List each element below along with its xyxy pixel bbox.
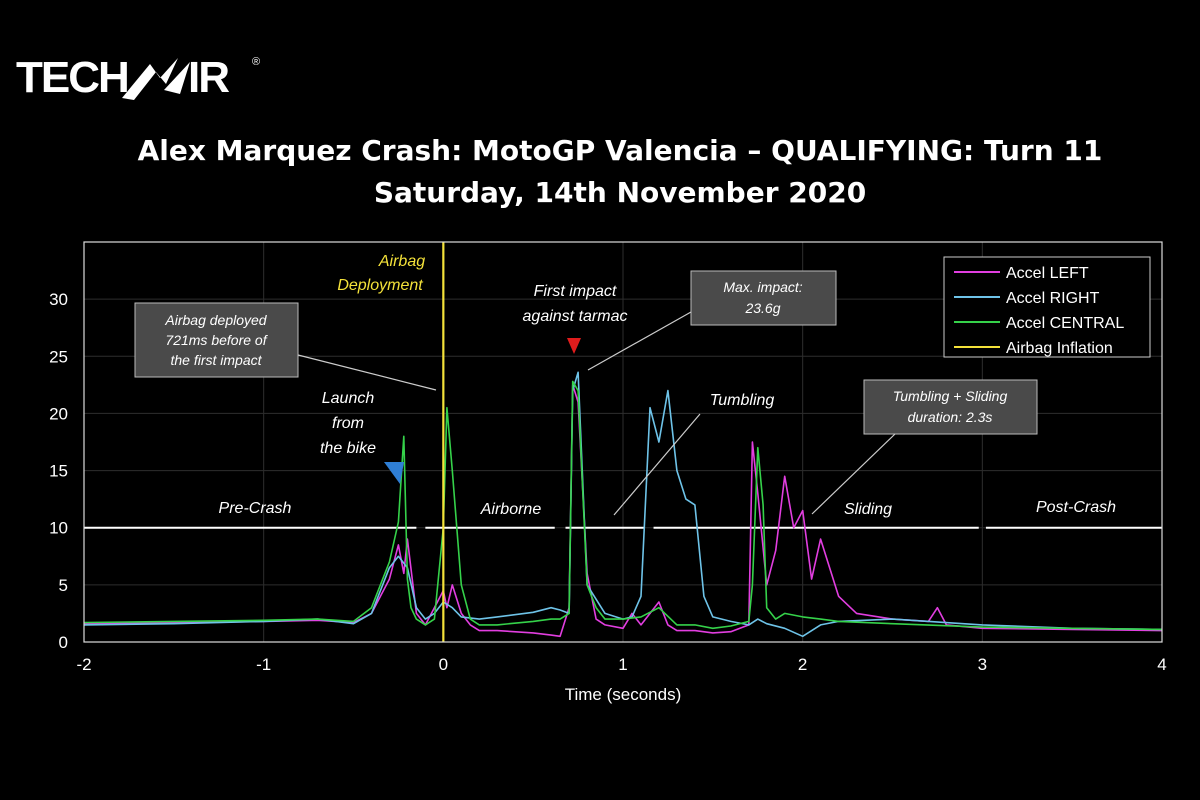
- duration-box: Tumbling + Sliding duration: 2.3s: [811, 379, 1038, 515]
- first-impact-label: First impact against tarmac: [523, 283, 628, 354]
- max-impact-pointer: [587, 311, 692, 371]
- x-tick-label-3: 1: [618, 655, 627, 674]
- airbag-label-line2: Deployment: [337, 277, 423, 294]
- legend: Accel LEFT Accel RIGHT Accel CENTRAL Airbag…: [943, 256, 1151, 358]
- max-impact-line1: Max. impact:: [723, 279, 802, 295]
- y-tick-label-5: 25: [49, 347, 68, 366]
- first-impact-line2: against tarmac: [523, 308, 628, 325]
- airbag-deployment-label: Airbag Deployment: [337, 253, 425, 294]
- legend-label-1: Accel RIGHT: [1006, 290, 1100, 307]
- series-line-0: [83, 384, 1163, 638]
- deployed-box-line3: the first impact: [170, 352, 262, 368]
- max-impact-box: Max. impact: 23.6g: [587, 270, 837, 371]
- airbag-label-line1: Airbag: [378, 253, 425, 270]
- first-impact-arrow-icon: [567, 338, 581, 354]
- phase-labels: Pre-Crash Airborne Sliding Post-Crash: [219, 499, 1117, 518]
- duration-line2: duration: 2.3s: [908, 409, 993, 425]
- phase-pre-crash: Pre-Crash: [219, 500, 292, 517]
- launch-line2: from: [332, 415, 364, 432]
- x-tick-label-4: 2: [798, 655, 807, 674]
- series-line-1: [83, 371, 1163, 638]
- x-tick-label-0: -2: [76, 655, 91, 674]
- legend-label-3: Airbag Inflation: [1006, 340, 1113, 357]
- legend-label-0: Accel LEFT: [1006, 265, 1089, 282]
- techair-logo: TECH IR ®: [16, 52, 260, 104]
- y-tick-label-4: 20: [49, 404, 68, 423]
- y-tick-label-1: 5: [59, 576, 68, 595]
- y-tick-label-6: 30: [49, 290, 68, 309]
- launch-line1: Launch: [322, 390, 375, 407]
- series-line-2: [83, 380, 1163, 631]
- tick-labels: -2 -1 0 1 2 3 4 0 5 10 15 20 25 30: [49, 290, 1167, 674]
- x-tick-label-1: -1: [256, 655, 271, 674]
- max-impact-line2: 23.6g: [744, 300, 780, 316]
- deployed-box-line2: 721ms before of: [165, 332, 268, 348]
- duration-pointer: [811, 433, 896, 515]
- logo-text-right: IR: [188, 53, 230, 102]
- logo-wing-icon: [122, 58, 190, 100]
- y-tick-label-0: 0: [59, 633, 68, 652]
- phase-post-crash: Post-Crash: [1036, 499, 1116, 516]
- series-group: [83, 242, 1163, 642]
- deployed-box: Airbag deployed 721ms before of the firs…: [134, 302, 437, 391]
- x-tick-label-5: 3: [978, 655, 987, 674]
- tumbling-label: Tumbling: [613, 392, 775, 516]
- logo-text-left: TECH: [16, 53, 130, 102]
- chart-title-line2: Saturday, 14th November 2020: [373, 176, 867, 209]
- deployed-box-line1: Airbag deployed: [164, 312, 267, 328]
- registered-mark: ®: [252, 56, 261, 68]
- phase-airborne: Airborne: [480, 501, 542, 518]
- duration-box-bg: [863, 379, 1038, 435]
- x-tick-label-6: 4: [1157, 655, 1166, 674]
- y-tick-label-3: 15: [49, 462, 68, 481]
- legend-label-2: Accel CENTRAL: [1006, 315, 1124, 332]
- duration-line1: Tumbling + Sliding: [893, 388, 1008, 404]
- y-tick-label-2: 10: [49, 519, 68, 538]
- chart-title-line1: Alex Marquez Crash: MotoGP Valencia – QU…: [137, 134, 1103, 167]
- legend-box: [943, 256, 1151, 358]
- plot-frame: [83, 241, 1163, 643]
- phase-sliding: Sliding: [844, 501, 892, 518]
- deployed-box-pointer: [297, 354, 437, 391]
- first-impact-line1: First impact: [534, 283, 617, 300]
- tumbling-text: Tumbling: [710, 392, 775, 409]
- x-tick-label-2: 0: [439, 655, 448, 674]
- tumbling-pointer: [613, 413, 701, 516]
- max-impact-box-bg: [690, 270, 837, 326]
- x-axis-label: Time (seconds): [565, 685, 682, 704]
- deployed-box-bg: [134, 302, 299, 378]
- launch-line3: the bike: [320, 440, 376, 457]
- launch-arrow-icon: [384, 462, 404, 484]
- launch-label: Launch from the bike: [320, 390, 404, 484]
